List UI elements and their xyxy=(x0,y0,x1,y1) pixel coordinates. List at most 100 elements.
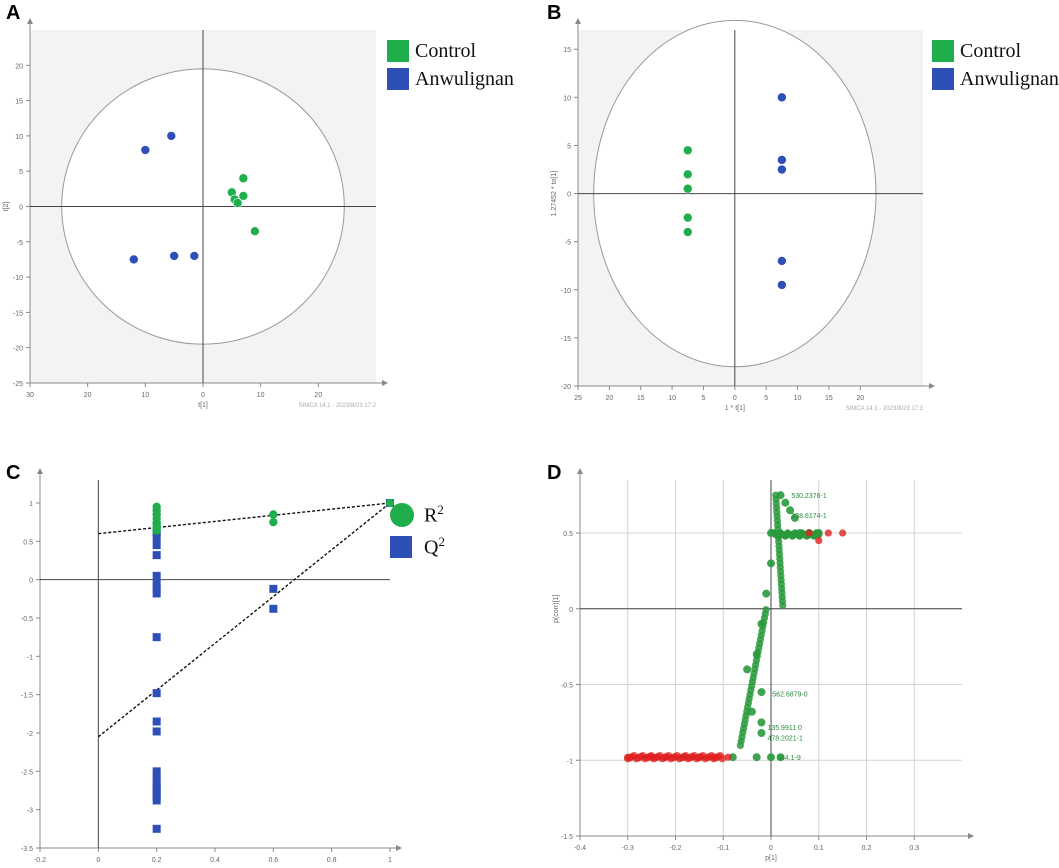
x-axis-arrow xyxy=(929,383,935,389)
q2-point xyxy=(269,604,278,613)
r2-point xyxy=(269,510,278,519)
y-tick-label: -10 xyxy=(561,288,571,295)
regression-line xyxy=(97,502,391,738)
splot-point-red xyxy=(710,753,718,761)
y-tick-label: 15 xyxy=(563,47,571,54)
splot-point-red xyxy=(624,753,632,761)
watermark: SIMCA 14.1 - 2023/8/23 17:3 xyxy=(846,406,924,412)
splot-point-green xyxy=(736,741,744,750)
x-tick-label: 15 xyxy=(825,395,833,402)
splot-point-green xyxy=(815,530,823,539)
splot-point-red xyxy=(805,529,813,537)
x-tick-label: 30 xyxy=(26,392,34,399)
x-tick-label: 0.1 xyxy=(814,845,824,852)
legend-c: R2 Q2 xyxy=(390,500,445,564)
y-tick-label: -1.5 xyxy=(21,693,33,700)
splot-point-green xyxy=(762,589,771,598)
anwulignan-point xyxy=(189,251,200,261)
anwulignan-point xyxy=(777,92,787,103)
q2-point xyxy=(152,824,161,833)
x-tick-label: 15 xyxy=(637,395,645,402)
x-tick-label: 0 xyxy=(733,395,737,402)
x-tick-label: 0 xyxy=(769,845,773,852)
splot-point-green xyxy=(786,506,795,515)
splot-point-red xyxy=(718,754,727,763)
control-point xyxy=(682,212,693,223)
legend-marker-q2 xyxy=(390,536,412,558)
splot-point-green xyxy=(757,688,766,697)
legend-label-anwulignan: Anwulignan xyxy=(415,67,514,90)
x-axis-label: t[1] xyxy=(198,402,208,409)
regression-line xyxy=(98,502,391,535)
y-axis-label: p(corr)[1] xyxy=(553,595,560,623)
anwulignan-point xyxy=(777,155,787,165)
splot-point-green xyxy=(743,665,752,674)
legend-swatch-anwulignan xyxy=(932,68,954,90)
y-tick-label: -15 xyxy=(13,310,23,317)
x-tick-label: 20 xyxy=(84,392,92,399)
x-tick-label: -0.3 xyxy=(622,845,634,852)
r2-point xyxy=(385,498,395,508)
splot-point-green xyxy=(767,753,775,762)
splot-point-red xyxy=(815,536,823,545)
y-tick-label: -5 xyxy=(565,240,571,247)
splot-point-label: 530.2376-1 xyxy=(791,493,827,500)
panel-label-d: D xyxy=(547,462,562,484)
x-axis-arrow xyxy=(382,380,388,386)
legend-swatch-control xyxy=(932,40,954,62)
x-tick-label: -0.2 xyxy=(669,845,681,852)
anwulignan-point xyxy=(166,131,177,141)
anwulignan-point xyxy=(777,280,787,290)
splot-point-red xyxy=(724,753,732,761)
splot-point-red xyxy=(648,753,656,761)
y-axis-arrow xyxy=(37,468,43,474)
legend-label-q2: Q2 xyxy=(424,534,445,559)
q2-point xyxy=(152,533,161,542)
anwulignan-point xyxy=(777,256,787,266)
legend-label-control: Control xyxy=(415,39,477,62)
y-tick-label: 0 xyxy=(19,205,23,212)
x-tick-label: 20 xyxy=(605,395,613,402)
splot-point-red xyxy=(681,753,689,761)
y-tick-label: 10 xyxy=(563,95,571,102)
q2-point xyxy=(152,717,161,726)
y-axis-label: t[2] xyxy=(3,202,10,212)
r2-point xyxy=(152,526,161,535)
control-point xyxy=(682,145,693,156)
splot-point-green xyxy=(779,601,787,610)
x-tick-label: 0 xyxy=(201,392,205,399)
control-point xyxy=(682,183,693,194)
x-tick-label: 5 xyxy=(702,395,706,402)
x-tick-label: 1 xyxy=(388,857,392,864)
y-axis-arrow xyxy=(27,18,33,24)
y-tick-label: 1 xyxy=(29,501,33,508)
control-point xyxy=(682,169,693,180)
x-tick-label: -0.4 xyxy=(574,845,586,852)
control-point xyxy=(682,227,693,237)
y-tick-label: -20 xyxy=(13,346,23,353)
q2-point xyxy=(152,551,161,560)
x-axis-arrow xyxy=(968,833,974,839)
q2-point xyxy=(152,689,161,698)
splot-point-red xyxy=(839,529,847,537)
x-tick-label: 10 xyxy=(257,392,265,399)
x-tick-label: -0.2 xyxy=(34,857,46,864)
y-tick-label: -3 xyxy=(27,808,33,815)
splot-point-green xyxy=(757,728,766,737)
y-tick-label: 10 xyxy=(15,134,23,141)
legend-item-q2: Q2 xyxy=(390,532,445,562)
y-tick-label: -1.5 xyxy=(561,834,573,841)
legend-swatch-control xyxy=(387,40,409,62)
y-tick-label: 15 xyxy=(15,99,23,106)
anwulignan-point xyxy=(777,164,787,175)
x-axis-arrow xyxy=(396,845,402,851)
y-tick-label: -10 xyxy=(13,275,23,282)
x-tick-label: 0.3 xyxy=(909,845,919,852)
x-tick-label: 0 xyxy=(96,857,100,864)
q2-point xyxy=(269,584,278,593)
y-tick-label: -1 xyxy=(567,758,573,765)
y-tick-label: 0 xyxy=(29,578,33,585)
y-axis-label: 1.27452 * to[1] xyxy=(551,171,558,217)
q2-point xyxy=(152,571,161,580)
y-tick-label: -3.5 xyxy=(21,846,33,853)
